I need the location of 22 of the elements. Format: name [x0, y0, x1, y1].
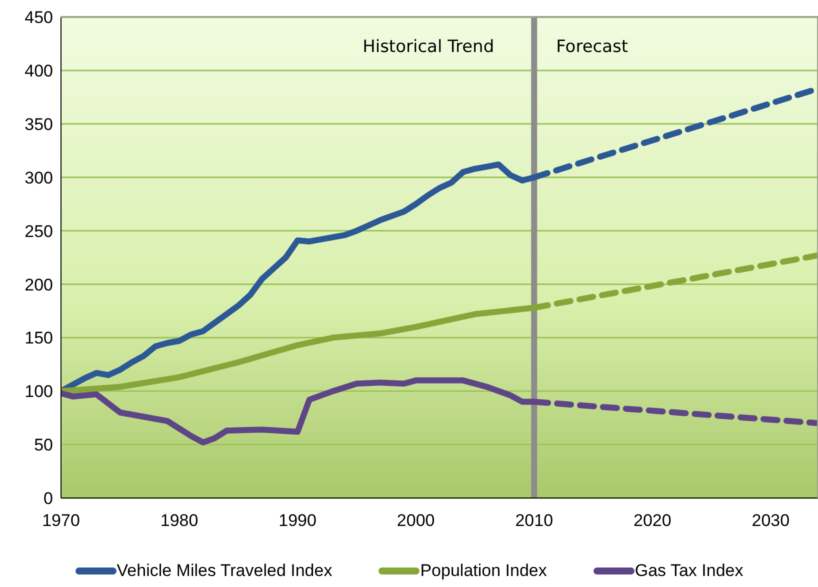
x-tick-label: 1980: [160, 511, 198, 530]
y-tick-label: 350: [24, 114, 53, 134]
annotation: Historical Trend: [362, 37, 494, 57]
legend-label: Population Index: [420, 561, 547, 581]
legend-label: Vehicle Miles Traveled Index: [116, 561, 332, 581]
x-tick-label: 1970: [42, 511, 80, 530]
y-tick-label: 400: [24, 61, 53, 80]
annotation: Forecast: [556, 37, 628, 57]
x-tick-label: 2030: [752, 511, 790, 530]
y-tick-label: 450: [24, 8, 53, 28]
x-tick-label: 2020: [633, 511, 672, 530]
y-tick-label: 300: [24, 168, 53, 188]
y-tick-label: 200: [24, 275, 53, 294]
y-tick-label: 150: [24, 328, 53, 348]
y-tick-label: 0: [44, 489, 53, 508]
y-tick-label: 250: [24, 222, 53, 241]
x-tick-label: 2000: [396, 511, 435, 530]
x-tick-label: 1990: [278, 511, 316, 530]
y-tick-label: 50: [34, 436, 53, 455]
x-tick-label: 2010: [515, 511, 554, 530]
y-tick-label: 100: [24, 382, 53, 402]
legend-label: Gas Tax Index: [634, 561, 744, 581]
